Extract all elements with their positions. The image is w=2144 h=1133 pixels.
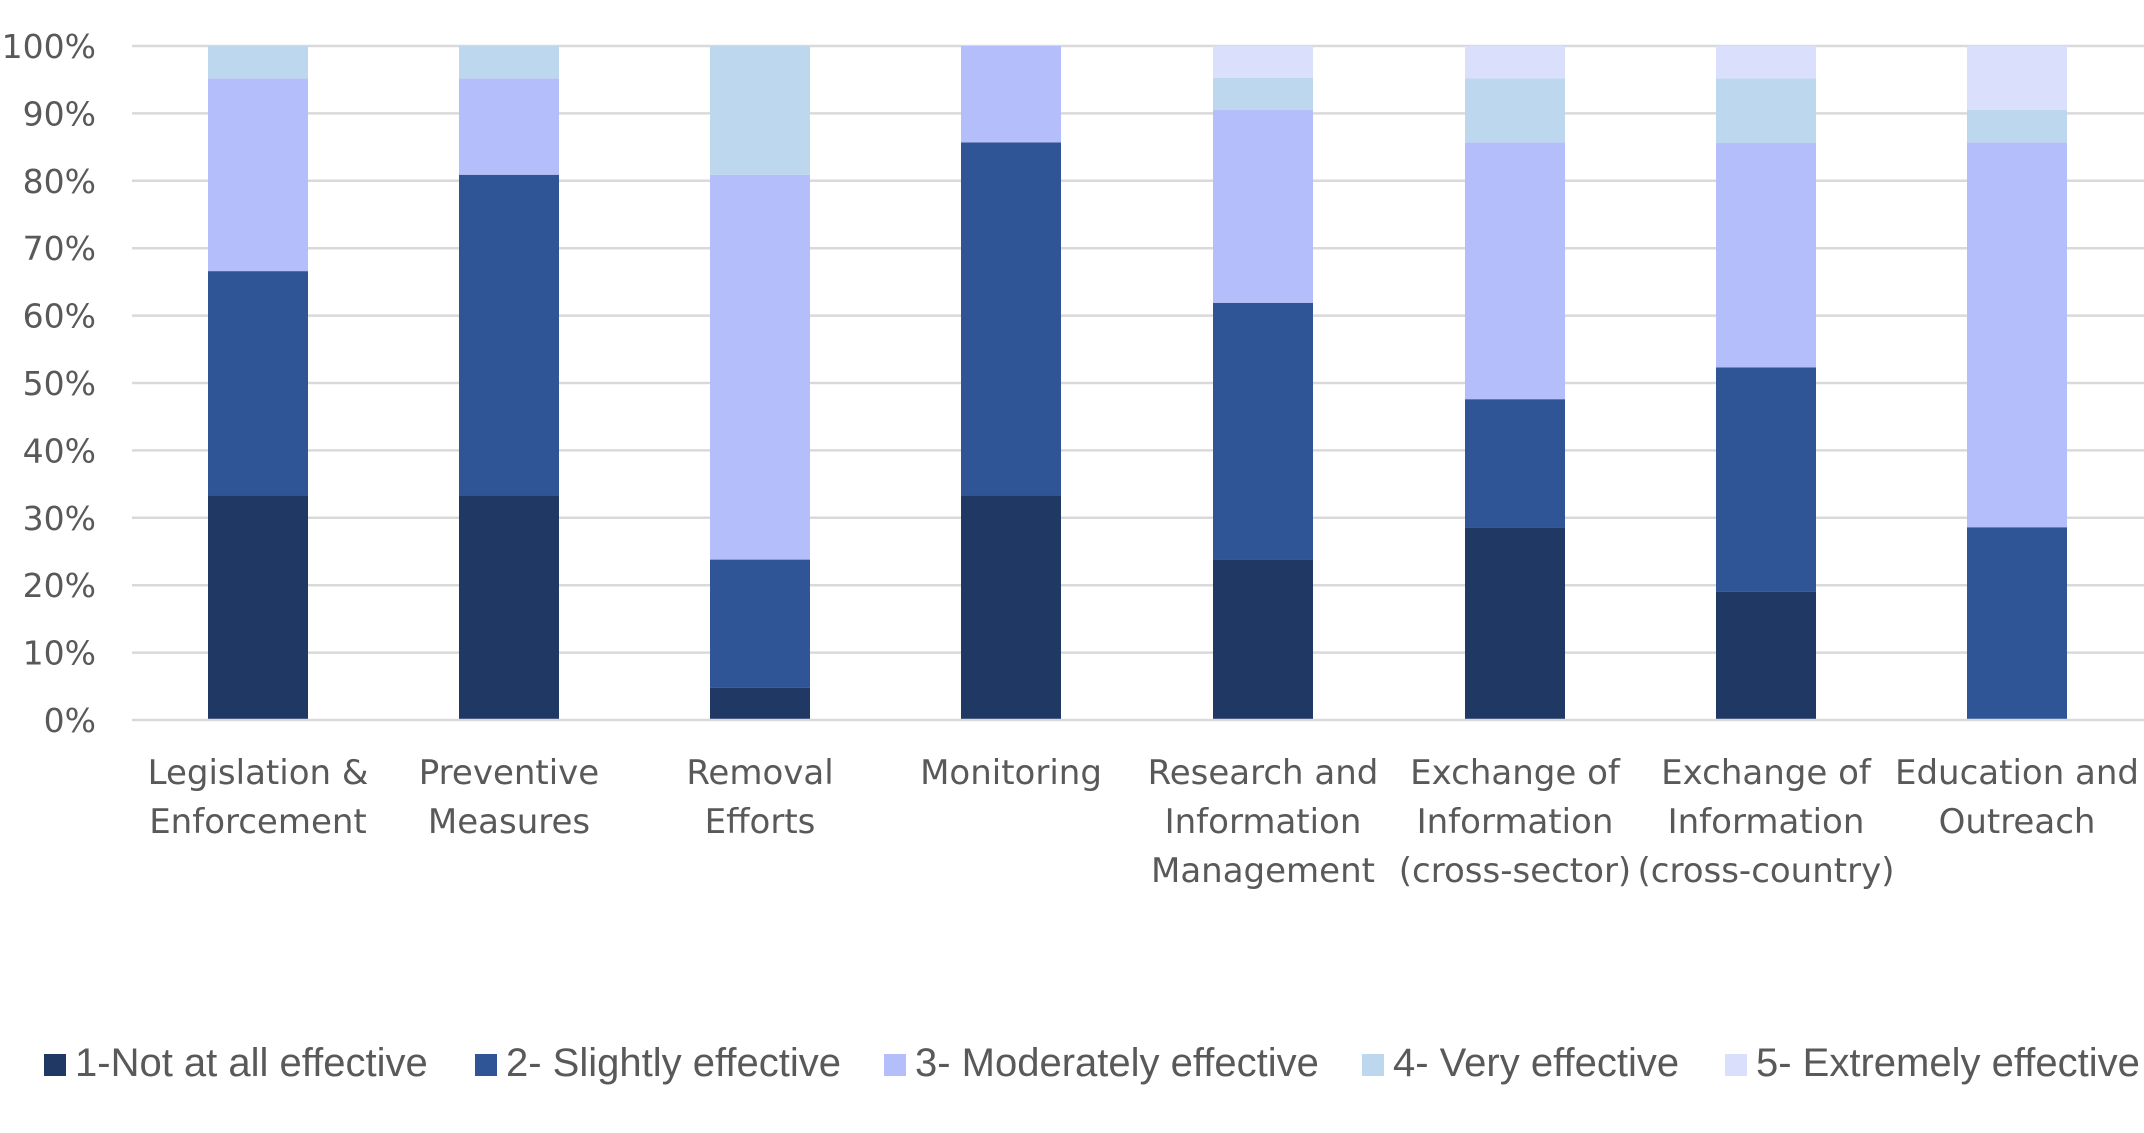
legend-swatch (1725, 1054, 1747, 1076)
x-category-label-line: (cross-sector) (1399, 851, 1631, 891)
y-tick-label: 10% (23, 634, 96, 673)
legend-item: 1-Not at all effective (44, 1041, 428, 1085)
x-category-label-line: Information (1417, 802, 1614, 842)
x-category-label: Research and Information Management (1148, 753, 1379, 891)
bar-segment (1716, 143, 1816, 368)
bar-segment (459, 495, 559, 720)
bar-segment (208, 271, 308, 496)
bar-segment (208, 46, 308, 79)
x-category-label-line: Removal (686, 753, 833, 793)
y-tick-label: 100% (2, 27, 96, 66)
bar-segment (459, 78, 559, 175)
x-category-label-line: Preventive (419, 753, 599, 793)
y-tick-label: 20% (23, 566, 96, 605)
legend-label: 1-Not at all effective (75, 1041, 428, 1085)
bar-segment (710, 46, 810, 175)
legend-item: 3- Moderately effective (884, 1041, 1319, 1085)
x-category-label-line: Research and (1148, 753, 1379, 793)
legend-swatch (475, 1054, 497, 1076)
bar-segment (1465, 527, 1565, 720)
y-axis-tick-labels: 0% 10% 20% 30% 40% 50% 60% 70% 80% 90% 100% (2, 27, 96, 740)
bar-segment (1716, 591, 1816, 720)
bar-segment (1213, 302, 1313, 560)
y-tick-label: 30% (23, 499, 96, 538)
x-category-label-line: Information (1668, 802, 1865, 842)
bar-segment (1213, 46, 1313, 78)
bar-segment (961, 142, 1061, 496)
legend-label: 3- Moderately effective (915, 1041, 1319, 1085)
bar-segment (1213, 110, 1313, 303)
bar-segment (1465, 399, 1565, 528)
x-category-label: Monitoring (920, 753, 1102, 793)
legend-label: 4- Very effective (1393, 1041, 1679, 1085)
legend-label: 5- Extremely effective (1756, 1041, 2140, 1085)
bar-segment (1465, 78, 1565, 143)
legend-label: 2- Slightly effective (506, 1041, 841, 1085)
bar-segment (1213, 559, 1313, 720)
legend-swatch (44, 1054, 66, 1076)
x-category-label: Legislation & Enforcement (148, 753, 369, 842)
x-category-label-line: (cross-country) (1638, 851, 1895, 891)
y-tick-label: 50% (23, 364, 96, 403)
bar-segment (208, 78, 308, 272)
bar-segment (961, 495, 1061, 720)
legend-item: 4- Very effective (1362, 1041, 1679, 1085)
bar-segment (1716, 367, 1816, 592)
bar-segment (1967, 110, 2067, 143)
bar-segment (961, 46, 1061, 143)
x-category-label-line: Enforcement (149, 802, 367, 842)
y-tick-label: 90% (23, 94, 96, 133)
x-category-label: Education and Outreach (1895, 753, 2139, 842)
bar-segment (1716, 78, 1816, 144)
x-axis-category-labels: Legislation & Enforcement Preventive Measur… (148, 753, 2139, 891)
x-category-label-line: Management (1151, 851, 1375, 891)
x-category-label-line: Efforts (705, 802, 816, 842)
legend-swatch (1362, 1054, 1384, 1076)
bars (208, 46, 2067, 720)
bar-segment (208, 495, 308, 720)
x-category-label: Removal Efforts (686, 753, 833, 842)
y-tick-label: 80% (23, 162, 96, 201)
bar-segment (710, 174, 810, 560)
y-tick-label: 0% (44, 701, 96, 740)
y-tick-label: 60% (23, 297, 96, 336)
legend-item: 5- Extremely effective (1725, 1041, 2140, 1085)
x-category-label: Exchange of Information (cross-country) (1638, 753, 1895, 891)
x-category-label: Exchange of Information (cross-sector) (1399, 753, 1631, 891)
x-category-label-line: Education and (1895, 753, 2139, 793)
x-category-label-line: Monitoring (920, 753, 1102, 793)
gridlines (132, 44, 2144, 654)
bar-segment (1465, 142, 1565, 400)
x-category-label-line: Exchange of (1661, 753, 1872, 793)
x-category-label-line: Outreach (1939, 802, 2096, 842)
x-category-label-line: Information (1165, 802, 1362, 842)
bar-segment (1213, 77, 1313, 111)
bar-segment (1716, 46, 1816, 79)
legend-swatch (884, 1054, 906, 1076)
bar-segment (1967, 527, 2067, 720)
bar-segment (1967, 142, 2067, 528)
x-category-label-line: Exchange of (1410, 753, 1621, 793)
bar-segment (459, 174, 559, 496)
bar-segment (710, 687, 810, 720)
bar-segment (459, 46, 559, 79)
y-tick-label: 70% (23, 229, 96, 268)
bar-segment (1967, 46, 2067, 111)
x-category-label-line: Legislation & (148, 753, 369, 793)
bar-segment (1465, 46, 1565, 79)
x-category-label: Preventive Measures (419, 753, 599, 842)
bar-segment (710, 559, 810, 688)
legend-item: 2- Slightly effective (475, 1041, 841, 1085)
y-tick-label: 40% (23, 431, 96, 470)
x-category-label-line: Measures (428, 802, 590, 842)
legend: 1-Not at all effective 2- Slightly effect… (44, 1041, 2140, 1085)
